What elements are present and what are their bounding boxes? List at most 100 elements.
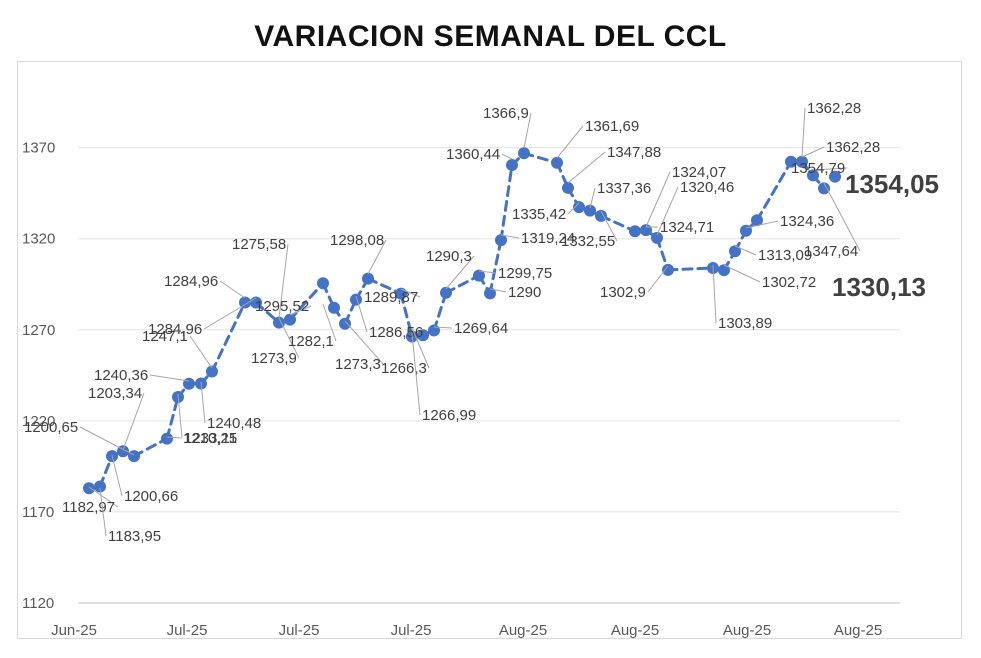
data-point — [829, 170, 841, 183]
label-leader-line — [278, 243, 289, 319]
label-leader-line — [801, 107, 806, 158]
data-point — [495, 234, 507, 247]
data-point — [785, 155, 797, 168]
y-tick-label: 1320 — [22, 231, 55, 248]
label-leader-line — [567, 151, 606, 184]
data-label: 1200,66 — [124, 488, 178, 505]
data-point — [573, 201, 585, 214]
data-label: 1290 — [508, 284, 541, 301]
data-label: 1183,95 — [108, 528, 161, 545]
series-line-segment — [399, 292, 414, 339]
data-point — [317, 277, 329, 290]
y-tick-label: 1120 — [22, 595, 54, 612]
series-line-segment — [432, 291, 448, 332]
data-point — [440, 286, 452, 299]
data-label: 1362,28 — [826, 139, 880, 156]
data-label: 1324,07 — [672, 164, 726, 181]
data-label: 1247,1 — [142, 328, 188, 345]
data-point — [651, 231, 663, 244]
data-point — [83, 482, 95, 495]
x-tick-label: Jul-25 — [167, 622, 208, 639]
label-leader-line — [322, 303, 337, 342]
label-leader-line — [200, 381, 206, 424]
highlight-previous-value: 1330,13 — [832, 272, 926, 302]
data-point — [729, 245, 741, 258]
series-line-segment — [755, 160, 793, 222]
data-label: 1269,64 — [454, 320, 508, 337]
chart-frame — [17, 61, 962, 639]
data-point — [484, 287, 496, 300]
data-point — [818, 182, 830, 195]
label-leader-line — [556, 125, 584, 159]
data-label: 1290,3 — [426, 248, 472, 265]
label-leader-line — [149, 374, 190, 382]
series-line-segment — [499, 163, 514, 242]
series-line-segment — [666, 266, 715, 272]
data-label: 1324,71 — [660, 219, 714, 236]
data-point — [161, 432, 173, 445]
label-leader-line — [344, 320, 384, 365]
label-leader-line — [589, 187, 596, 209]
data-label: 1303,89 — [718, 315, 772, 332]
label-leader-line — [656, 186, 679, 236]
data-label: 1210,25 — [183, 430, 237, 447]
data-label: 1360,44 — [446, 146, 500, 163]
label-leader-line — [712, 264, 717, 324]
data-point — [284, 313, 296, 326]
y-tick-label: 1170 — [22, 504, 54, 521]
label-leader-line — [166, 436, 182, 439]
label-leader-line — [203, 297, 257, 330]
series-line-segment — [288, 281, 325, 322]
data-label: 1295,52 — [255, 298, 309, 315]
data-label: 1273,9 — [251, 350, 297, 367]
label-leader-line — [189, 335, 213, 369]
label-leader-line — [489, 288, 507, 293]
label-leader-line — [219, 280, 246, 299]
chart-title: VARIACION SEMANAL DEL CCL — [254, 20, 727, 53]
data-label: 1240,48 — [207, 415, 261, 432]
data-label: 1335,42 — [512, 206, 566, 223]
data-point — [751, 214, 763, 227]
label-leader-line — [745, 220, 779, 229]
data-point — [350, 293, 362, 306]
data-label: 1302,72 — [762, 274, 816, 291]
label-leader-line — [99, 487, 107, 537]
data-point — [551, 156, 563, 169]
data-label: 1182,97 — [62, 499, 115, 516]
x-tick-label: Jul-25 — [391, 622, 432, 639]
series-line-segment — [599, 214, 637, 233]
label-leader-line — [823, 182, 861, 252]
x-tick-label: Jul-25 — [279, 622, 320, 639]
series-line-segment — [444, 274, 481, 295]
label-leader-line — [647, 265, 669, 293]
data-point — [417, 329, 429, 342]
label-leader-line — [801, 146, 825, 158]
label-leader-line — [111, 454, 123, 497]
data-label: 1266,99 — [422, 407, 476, 424]
label-leader-line — [433, 326, 453, 329]
data-label: 1233,11 — [184, 430, 237, 447]
label-leader-line — [500, 234, 520, 239]
label-leader-line — [734, 245, 757, 256]
data-label: 1273,3 — [335, 356, 381, 373]
label-leader-line — [723, 264, 761, 283]
label-leader-line — [411, 332, 421, 416]
label-leader-line — [567, 202, 580, 215]
y-tick-label: 1270 — [22, 322, 55, 339]
data-label: 1332,55 — [561, 233, 615, 250]
data-label: 1203,34 — [88, 385, 142, 402]
highlight-last-value: 1354,05 — [845, 169, 939, 199]
data-label: 1319,24 — [521, 230, 575, 247]
y-tick-label: 1220 — [22, 413, 55, 430]
data-point — [94, 480, 106, 493]
y-tick-label: 1370 — [22, 140, 55, 157]
label-leader-line — [501, 153, 513, 160]
data-label: 1286,56 — [369, 324, 423, 341]
data-label: 1320,46 — [680, 179, 734, 196]
data-point — [428, 324, 440, 337]
data-point — [473, 269, 485, 282]
data-label: 1284,96 — [148, 321, 202, 338]
data-label: 1299,75 — [498, 265, 552, 282]
data-label: 1361,69 — [585, 118, 639, 135]
label-leader-line — [355, 295, 368, 333]
